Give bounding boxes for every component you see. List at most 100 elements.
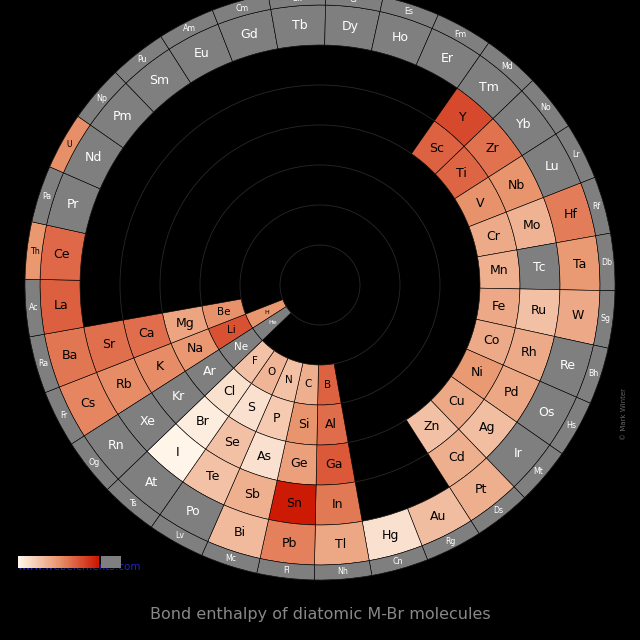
Wedge shape <box>224 468 277 520</box>
Text: Mc: Mc <box>226 554 237 563</box>
Text: Ar: Ar <box>204 365 217 378</box>
Text: Os: Os <box>539 406 555 419</box>
Text: Se: Se <box>224 436 240 449</box>
Bar <box>18 556 20 568</box>
Text: Mt: Mt <box>534 467 543 476</box>
Text: Zr: Zr <box>486 142 500 156</box>
Wedge shape <box>246 300 286 328</box>
Wedge shape <box>294 363 319 405</box>
Wedge shape <box>469 212 517 257</box>
Text: Sg: Sg <box>600 314 611 323</box>
Bar <box>97 556 99 568</box>
Wedge shape <box>118 393 176 451</box>
Bar <box>79 556 81 568</box>
Wedge shape <box>467 319 515 365</box>
Text: Bond enthalpy of diatomic M-Br molecules: Bond enthalpy of diatomic M-Br molecules <box>150 607 490 622</box>
Bar <box>36 556 38 568</box>
Bar <box>49 556 51 568</box>
Wedge shape <box>314 521 369 565</box>
Wedge shape <box>435 147 488 199</box>
Bar <box>56 556 58 568</box>
Text: Lu: Lu <box>545 161 559 173</box>
Text: Ce: Ce <box>54 248 70 261</box>
Text: Pr: Pr <box>67 198 79 211</box>
Bar <box>39 556 41 568</box>
Wedge shape <box>256 395 294 442</box>
Text: Rg: Rg <box>445 537 456 546</box>
Wedge shape <box>540 337 593 397</box>
Bar <box>28 556 29 568</box>
Text: U: U <box>67 140 72 149</box>
Text: Sb: Sb <box>244 488 260 500</box>
Text: Yb: Yb <box>516 118 532 131</box>
Bar <box>42 556 44 568</box>
Text: K: K <box>156 360 164 373</box>
Wedge shape <box>97 358 152 414</box>
Text: Cu: Cu <box>449 396 465 408</box>
Wedge shape <box>134 343 185 393</box>
Text: Ga: Ga <box>325 458 343 471</box>
Text: S: S <box>248 401 255 413</box>
Wedge shape <box>493 91 556 156</box>
Text: Md: Md <box>501 62 513 71</box>
Text: Bi: Bi <box>234 526 246 539</box>
Text: He: He <box>269 319 277 324</box>
Wedge shape <box>406 401 459 454</box>
Wedge shape <box>116 36 169 83</box>
Wedge shape <box>314 561 372 580</box>
Text: Sr: Sr <box>102 338 115 351</box>
Wedge shape <box>580 177 611 236</box>
Text: Bk: Bk <box>292 0 302 3</box>
Text: Gd: Gd <box>241 28 259 41</box>
Bar <box>33 556 35 568</box>
Text: Rb: Rb <box>116 378 132 392</box>
Wedge shape <box>506 198 556 250</box>
Bar <box>61 556 63 568</box>
Text: Tm: Tm <box>479 81 499 94</box>
Wedge shape <box>371 12 432 65</box>
Bar <box>58 556 60 568</box>
Text: Fm: Fm <box>454 29 467 38</box>
Wedge shape <box>268 0 326 10</box>
Text: Co: Co <box>483 334 499 347</box>
Text: Hf: Hf <box>563 208 577 221</box>
Wedge shape <box>161 10 218 49</box>
Wedge shape <box>90 83 154 148</box>
Bar <box>24 556 26 568</box>
Text: Ca: Ca <box>138 327 155 340</box>
Text: Ra: Ra <box>38 358 49 367</box>
Wedge shape <box>471 487 524 534</box>
Wedge shape <box>422 521 479 560</box>
Wedge shape <box>517 381 577 445</box>
Bar <box>45 556 47 568</box>
Text: Br: Br <box>196 415 210 428</box>
Bar <box>29 556 31 568</box>
Wedge shape <box>118 451 183 515</box>
Bar <box>92 556 93 568</box>
Wedge shape <box>517 243 560 290</box>
Wedge shape <box>47 173 100 234</box>
Bar <box>65 556 67 568</box>
Bar <box>47 556 49 568</box>
Wedge shape <box>78 72 126 125</box>
Wedge shape <box>60 372 118 436</box>
Wedge shape <box>449 458 514 521</box>
Wedge shape <box>484 365 540 422</box>
Text: Fe: Fe <box>492 300 506 313</box>
Text: Og: Og <box>88 458 100 467</box>
Wedge shape <box>408 487 471 546</box>
Text: Es: Es <box>404 7 413 16</box>
Wedge shape <box>316 482 362 525</box>
Wedge shape <box>208 314 253 349</box>
Text: Pd: Pd <box>504 386 520 399</box>
Text: Ge: Ge <box>290 457 308 470</box>
Bar <box>77 556 79 568</box>
Text: Cl: Cl <box>223 385 236 398</box>
Wedge shape <box>32 167 63 225</box>
Wedge shape <box>554 290 600 345</box>
Bar <box>20 556 22 568</box>
Wedge shape <box>412 121 464 174</box>
Wedge shape <box>147 424 205 482</box>
Wedge shape <box>163 306 208 343</box>
Wedge shape <box>72 436 118 490</box>
